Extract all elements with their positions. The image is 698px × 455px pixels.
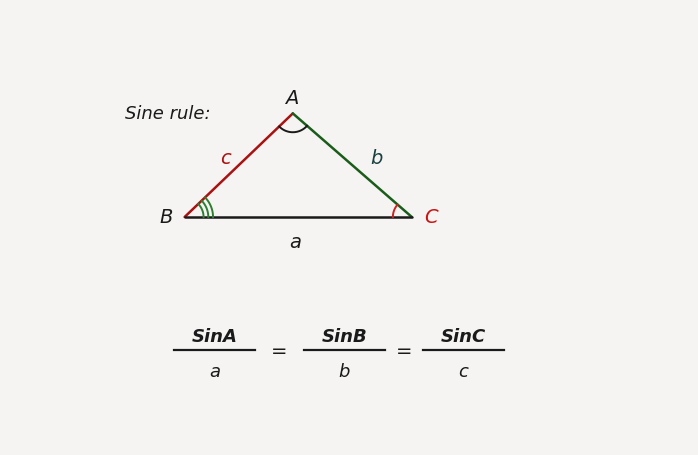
Text: a: a xyxy=(209,363,220,381)
Text: b: b xyxy=(339,363,350,381)
Text: c: c xyxy=(220,148,230,167)
Text: =: = xyxy=(271,341,288,360)
Text: SinA: SinA xyxy=(191,328,237,346)
Text: Sine rule:: Sine rule: xyxy=(125,105,211,123)
Text: b: b xyxy=(371,148,383,167)
Text: =: = xyxy=(396,341,412,360)
Text: a: a xyxy=(290,233,302,252)
Text: C: C xyxy=(424,208,438,227)
Text: c: c xyxy=(459,363,468,381)
Text: SinB: SinB xyxy=(321,328,367,346)
Text: B: B xyxy=(159,208,172,227)
Text: A: A xyxy=(285,89,299,108)
Text: SinC: SinC xyxy=(440,328,486,346)
